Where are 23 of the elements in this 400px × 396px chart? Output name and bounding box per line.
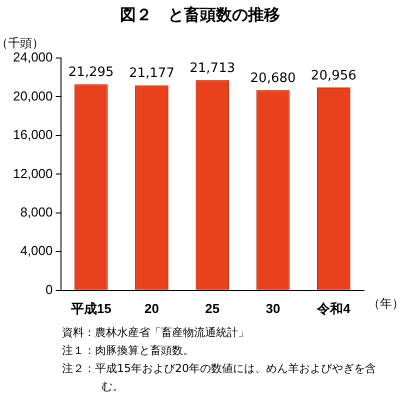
x-axis-title: （年）	[368, 296, 400, 311]
text: 注１：肉豚換算と畜頭数。	[62, 343, 195, 359]
y-axis-title: （千頭）	[0, 36, 44, 50]
data-label: 20,956	[310, 68, 356, 84]
text: 注２：平成15年および20年の数値には、めん羊およびやぎを含む。	[62, 361, 377, 395]
y-tick-label: 24,000	[12, 50, 53, 65]
y-tick-label: 4,000	[20, 243, 53, 258]
data-label: 21,177	[128, 66, 174, 82]
x-tick-label: 令和4	[316, 300, 352, 316]
x-tick-label: 25	[205, 300, 220, 316]
y-tick-label: 8,000	[20, 204, 53, 220]
y-tick-label: 0	[46, 282, 53, 297]
y-tick-label: 12,000	[12, 166, 53, 181]
x-tick-label: 平成15	[70, 300, 112, 316]
y-tick-label: 16,000	[12, 127, 53, 142]
x-tick-label: 20	[144, 300, 159, 316]
x-tick-label: 30	[266, 300, 280, 316]
y-tick-label: 20,000	[12, 88, 53, 104]
chart-title: 図２ と畜頭数の推移	[119, 4, 281, 26]
data-label: 21,295	[68, 65, 114, 80]
data-label: 20,680	[250, 71, 296, 86]
data-label: 21,713	[190, 61, 236, 76]
text: 資料：農林水産省「畜産物流通統計」	[62, 325, 250, 341]
